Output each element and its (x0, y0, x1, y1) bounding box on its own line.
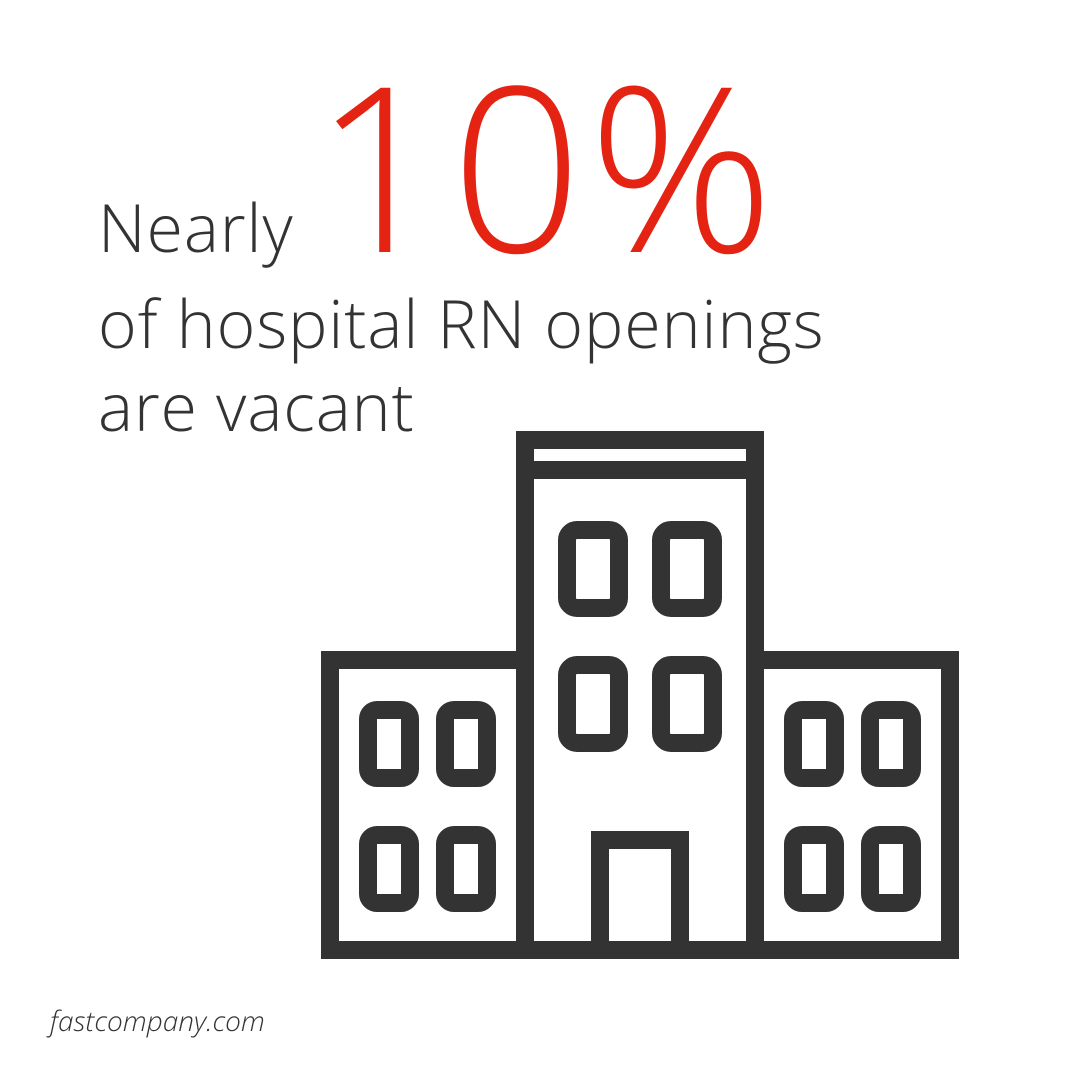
headline-line2: of hospital RN openings (98, 282, 998, 365)
source-attribution: fastcompany.com (50, 1002, 265, 1040)
headline-block: Nearly 10% of hospital RN openings are v… (98, 60, 998, 447)
headline-prefix: Nearly (98, 182, 294, 272)
infographic-container: Nearly 10% of hospital RN openings are v… (0, 0, 1080, 1080)
hospital-building-icon (310, 430, 970, 970)
headline-stat: 10% (314, 60, 780, 267)
headline-line1: Nearly 10% (98, 60, 998, 272)
